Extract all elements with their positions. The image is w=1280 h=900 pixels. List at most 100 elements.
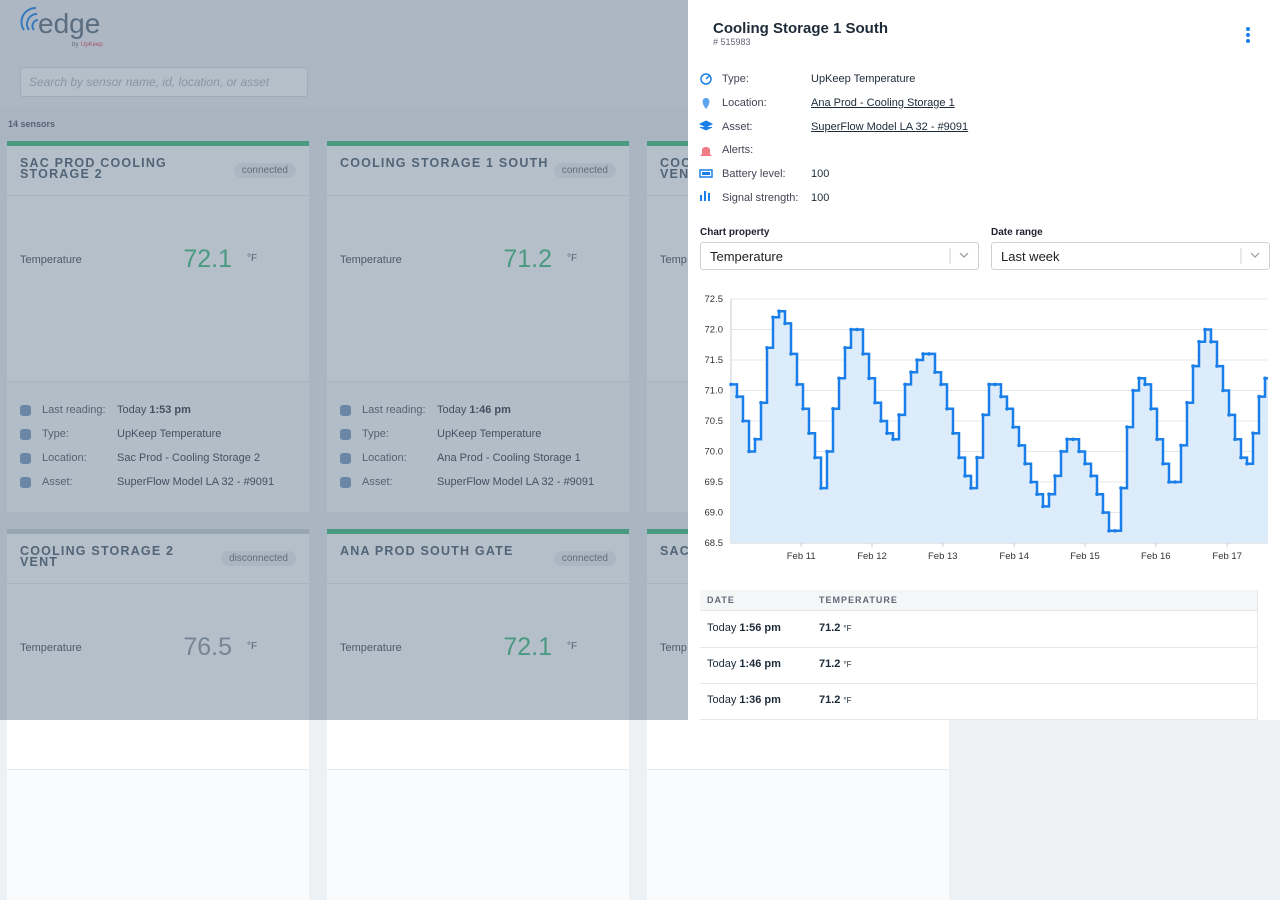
row-value-bold: 1:53 pm <box>149 404 191 416</box>
table-header-temperature: TEMPERATURE <box>819 595 898 605</box>
row-value-text: Today <box>117 404 147 416</box>
point <box>975 455 979 460</box>
point <box>1101 510 1105 515</box>
card-footer <box>327 769 629 900</box>
table-header <box>700 590 1258 611</box>
point <box>783 321 787 326</box>
property-label: Temperature <box>20 642 82 654</box>
chart-property-select[interactable]: Temperature <box>700 242 979 270</box>
point <box>933 370 937 374</box>
logo-icon <box>20 6 39 31</box>
row-value-text: SuperFlow Model LA 32 - #9091 <box>117 476 275 488</box>
row-value: Today 1:53 pm <box>117 404 191 416</box>
card-title-line: ANA PROD SOUTH GATE <box>340 544 514 558</box>
row-value: Sac Prod - Cooling Storage 2 <box>117 452 260 464</box>
y-tick-label: 71.0 <box>705 386 724 397</box>
point <box>1155 437 1159 442</box>
date-range-select[interactable]: Last week <box>991 242 1270 270</box>
row-day: Today <box>707 694 737 706</box>
point <box>1257 394 1261 399</box>
panel-title: Cooling Storage 1 South <box>713 20 888 37</box>
status-bar <box>7 141 309 146</box>
card-footer <box>327 381 629 512</box>
point <box>855 327 859 332</box>
detail-value[interactable]: Ana Prod - Cooling Storage 1 <box>811 97 955 109</box>
sensor-card[interactable]: SAC PROD COOLING STORAGE 2 connected Temper… <box>7 141 309 512</box>
row-value: UpKeep Temperature <box>117 428 221 440</box>
point <box>1083 461 1087 466</box>
point <box>1227 413 1231 417</box>
row-value-text: UpKeep Temperature <box>437 428 542 440</box>
point <box>1173 480 1177 484</box>
row-date: Today 1:46 pm <box>707 658 781 670</box>
row-icon <box>20 477 31 488</box>
detail-value[interactable]: SuperFlow Model LA 32 - #9091 <box>811 121 969 133</box>
point <box>1137 376 1141 381</box>
row-date: Today 1:56 pm <box>707 622 781 634</box>
point <box>891 437 895 442</box>
property-label: Temp <box>660 642 687 654</box>
status-pill: connected <box>553 163 616 178</box>
reading-unit: °F <box>567 641 578 652</box>
card-title: SAC PROD COOLING STORAGE 2 <box>20 157 167 181</box>
menu-button[interactable] <box>1244 26 1252 46</box>
table-row-line <box>700 647 1258 648</box>
point <box>963 474 967 478</box>
point <box>981 413 985 417</box>
card-title-line: VEN <box>660 167 690 181</box>
point <box>1113 529 1117 533</box>
point <box>1107 529 1111 533</box>
row-label: Type: <box>362 428 389 440</box>
point <box>1203 327 1207 332</box>
point <box>1053 474 1057 478</box>
point <box>903 382 907 387</box>
area <box>731 311 1268 543</box>
status-bar <box>327 529 629 534</box>
card-title-line: COOLING STORAGE 2 <box>20 544 175 558</box>
point <box>1023 461 1027 466</box>
point <box>759 400 763 405</box>
row-label: Type: <box>42 428 69 440</box>
logo: edge <box>38 8 101 39</box>
row-value: UpKeep Temperature <box>437 428 541 440</box>
row-label: Last reading: <box>42 404 106 416</box>
point <box>1167 480 1171 484</box>
row-value-text: Today <box>437 404 467 416</box>
point <box>1209 339 1213 344</box>
point <box>945 407 949 411</box>
point <box>1179 443 1183 448</box>
y-tick-label: 72.0 <box>705 325 724 336</box>
point <box>885 431 889 435</box>
x-tick-label: Feb 12 <box>857 551 887 562</box>
y-tick-label: 71.5 <box>705 355 724 366</box>
point <box>879 419 883 423</box>
row-value-text: Ana Prod - Cooling Storage 1 <box>437 452 581 464</box>
point <box>927 352 931 356</box>
point <box>1041 504 1045 509</box>
point <box>801 407 805 411</box>
x-tick-label: Feb 14 <box>999 551 1029 562</box>
row-day: Today <box>707 658 737 670</box>
point <box>957 455 961 460</box>
status-pill: connected <box>233 163 296 178</box>
search-input[interactable]: Search by sensor name, id, location, or … <box>20 67 308 97</box>
divider <box>327 195 629 196</box>
date-range-label: Date range <box>991 227 1043 238</box>
point <box>921 352 925 356</box>
card-title-line: COO <box>660 156 693 170</box>
status-bar <box>7 529 309 534</box>
sensor-card[interactable]: COOLING STORAGE 1 SOUTH connected Temperat… <box>327 141 629 512</box>
row-icon <box>340 405 351 416</box>
point <box>795 382 799 387</box>
row-temp-value: 71.2 <box>819 658 841 670</box>
reading-value: 72.1 <box>183 245 232 273</box>
x-tick-label: Feb 11 <box>787 551 816 562</box>
overlay[interactable] <box>0 0 688 720</box>
card-footer <box>7 769 309 900</box>
point <box>789 352 793 356</box>
y-tick-label: 70.0 <box>705 447 724 458</box>
row-icon <box>20 405 31 416</box>
point <box>777 309 781 313</box>
property-label: Temperature <box>340 642 402 654</box>
